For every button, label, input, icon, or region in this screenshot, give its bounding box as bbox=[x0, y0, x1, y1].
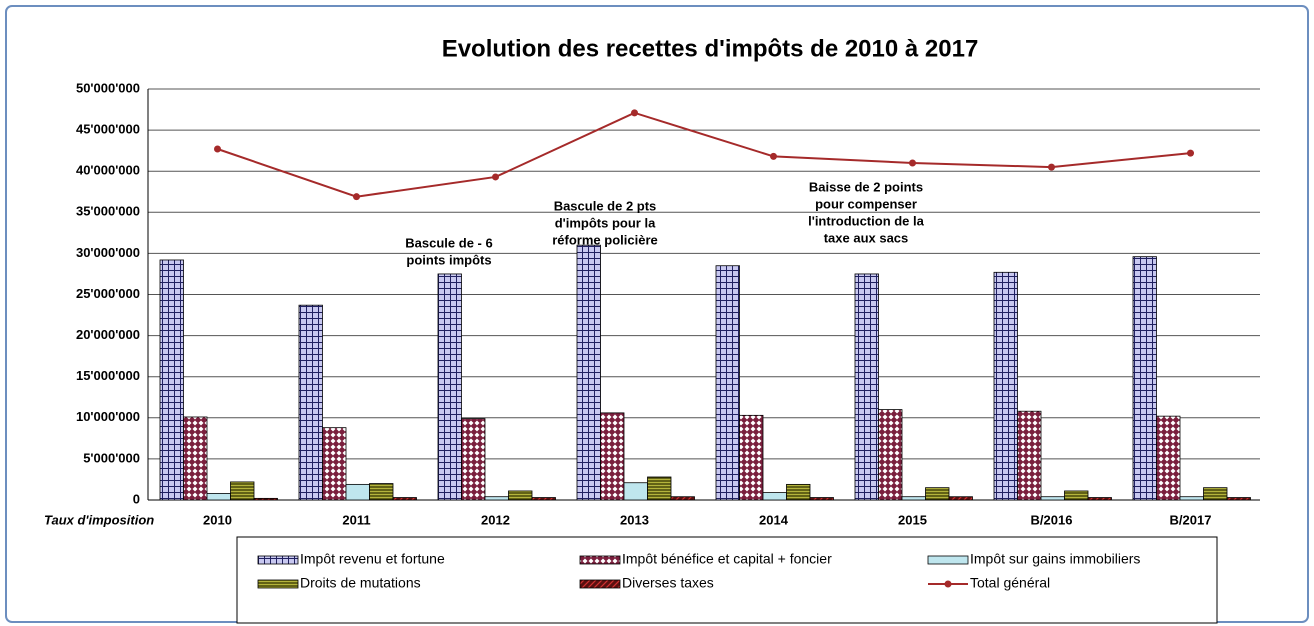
x-tick-label: 2011 bbox=[342, 512, 370, 527]
point bbox=[631, 109, 638, 117]
annotation: réforme policière bbox=[552, 232, 658, 247]
y-tick-label: 40'000'000 bbox=[76, 163, 140, 178]
y-tick-label: 5'000'000 bbox=[83, 450, 140, 465]
x-tick-label: 2015 bbox=[898, 512, 927, 527]
y-tick-label: 30'000'000 bbox=[76, 245, 140, 260]
bar bbox=[1064, 490, 1089, 501]
bar bbox=[159, 259, 184, 501]
bar bbox=[230, 481, 255, 501]
point bbox=[492, 173, 499, 181]
legend-label: Droits de mutations bbox=[300, 575, 421, 591]
y-tick-label: 15'000'000 bbox=[76, 368, 140, 383]
chart-frame bbox=[5, 5, 1309, 623]
bar bbox=[809, 497, 834, 501]
annotation: l'introduction de la bbox=[808, 213, 925, 228]
legend-swatch bbox=[927, 555, 969, 565]
point bbox=[909, 159, 916, 167]
bar bbox=[993, 271, 1018, 501]
x-tick-label: 2012 bbox=[481, 512, 510, 527]
legend-swatch bbox=[257, 579, 299, 589]
x-tick-label: 2014 bbox=[759, 512, 789, 527]
legend-label: Impôt revenu et fortune bbox=[300, 551, 445, 567]
bar bbox=[206, 493, 231, 501]
annotation: taxe aux sacs bbox=[824, 230, 909, 245]
annotation: Baisse de 2 points bbox=[809, 179, 923, 194]
bar bbox=[786, 483, 811, 501]
bar bbox=[1132, 256, 1157, 501]
legend bbox=[236, 536, 1218, 624]
bar bbox=[647, 476, 672, 501]
legend-label: Total général bbox=[970, 575, 1050, 591]
bar bbox=[878, 409, 903, 501]
bar bbox=[437, 273, 462, 501]
bar bbox=[253, 497, 278, 501]
bar bbox=[1179, 496, 1204, 501]
legend-label: Diverses taxes bbox=[622, 575, 714, 591]
annotation: Bascule de 2 pts bbox=[554, 198, 657, 213]
x-tick-label: 2013 bbox=[620, 512, 649, 527]
bar bbox=[345, 483, 370, 501]
bar bbox=[369, 483, 394, 501]
legend-swatch bbox=[579, 579, 621, 589]
bar bbox=[901, 496, 926, 501]
bar bbox=[948, 496, 973, 501]
bar bbox=[183, 416, 208, 501]
bar bbox=[461, 418, 486, 501]
bar bbox=[854, 273, 879, 501]
legend-swatch bbox=[579, 555, 621, 565]
y-tick-label: 10'000'000 bbox=[76, 409, 140, 424]
bar bbox=[576, 244, 601, 501]
bar bbox=[739, 414, 764, 501]
point bbox=[1187, 149, 1194, 157]
point bbox=[353, 193, 360, 201]
point bbox=[214, 145, 221, 153]
bar bbox=[670, 496, 695, 501]
line bbox=[217, 111, 1191, 198]
bar bbox=[623, 482, 648, 501]
annotation: d'impôts pour la bbox=[555, 215, 656, 230]
x-axis-label: Taux d'imposition bbox=[44, 512, 154, 527]
bar bbox=[1017, 410, 1042, 501]
bar bbox=[925, 487, 950, 501]
bar bbox=[392, 497, 417, 501]
bar bbox=[508, 490, 533, 501]
x-tick-label: B/2016 bbox=[1031, 512, 1073, 527]
legend-label: Impôt bénéfice et capital + foncier bbox=[622, 551, 832, 567]
bar bbox=[322, 427, 347, 501]
annotation: Bascule de - 6 bbox=[405, 235, 492, 250]
legend-swatch bbox=[257, 555, 299, 565]
annotation: points impôts bbox=[406, 252, 491, 267]
legend-swatch bbox=[944, 580, 952, 588]
bar bbox=[1203, 487, 1228, 501]
chart-title: Evolution des recettes d'impôts de 2010 … bbox=[442, 35, 979, 62]
y-tick-label: 0 bbox=[133, 491, 140, 506]
point bbox=[1048, 163, 1055, 171]
y-tick-label: 20'000'000 bbox=[76, 327, 140, 342]
y-tick-label: 25'000'000 bbox=[76, 286, 140, 301]
y-tick-label: 45'000'000 bbox=[76, 122, 140, 137]
bar bbox=[1040, 496, 1065, 501]
annotation: pour compenser bbox=[815, 196, 917, 211]
x-tick-label: 2010 bbox=[203, 512, 232, 527]
bar bbox=[715, 265, 740, 501]
bar bbox=[762, 492, 787, 501]
legend-label: Impôt sur gains immobiliers bbox=[970, 551, 1140, 567]
bar bbox=[1087, 497, 1112, 501]
bar bbox=[1156, 415, 1181, 501]
y-tick-label: 50'000'000 bbox=[76, 80, 140, 95]
point bbox=[770, 152, 777, 160]
bar bbox=[1226, 497, 1251, 501]
y-tick-label: 35'000'000 bbox=[76, 204, 140, 219]
bar bbox=[600, 412, 625, 501]
bar bbox=[298, 304, 323, 501]
bar bbox=[531, 497, 556, 501]
x-tick-label: B/2017 bbox=[1170, 512, 1212, 527]
bar bbox=[484, 496, 509, 501]
